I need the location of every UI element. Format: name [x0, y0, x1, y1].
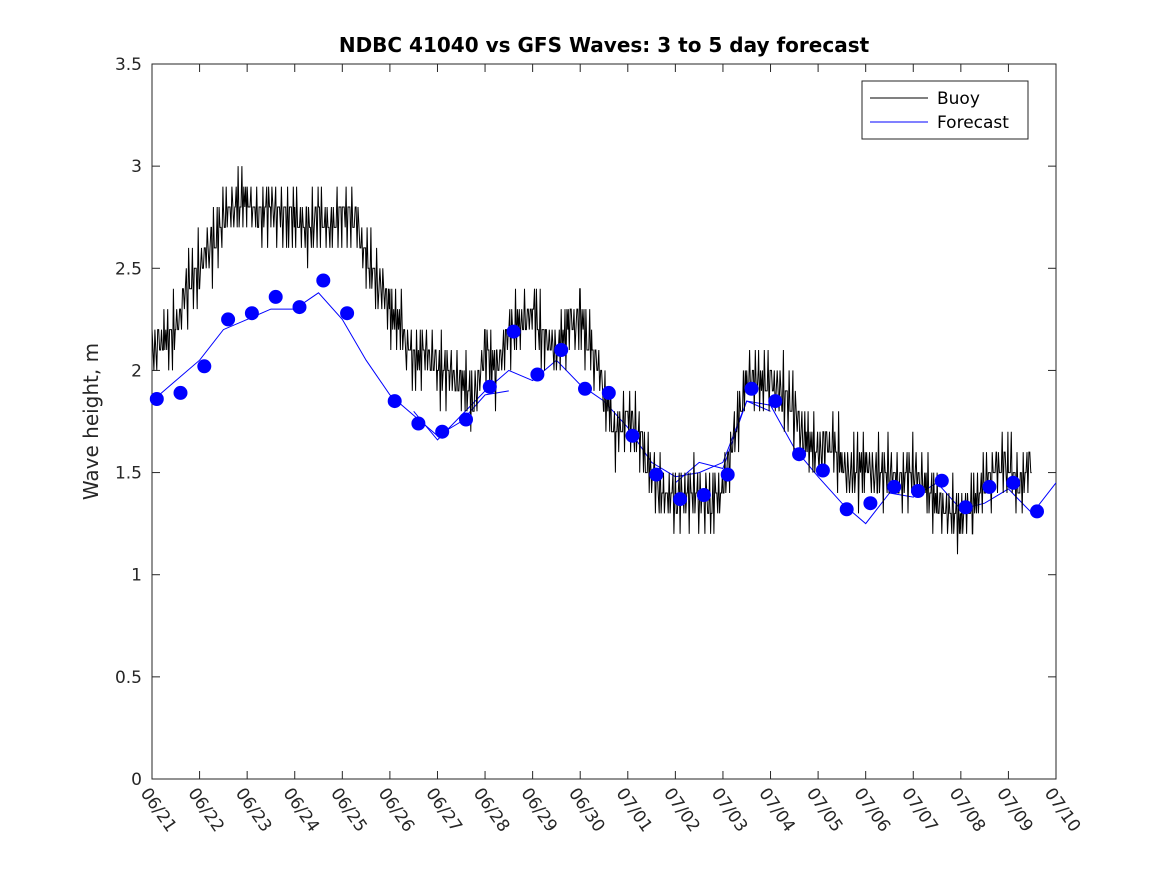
- forecast-point: [792, 447, 807, 462]
- legend-label-buoy: Buoy: [937, 89, 980, 109]
- forecast-point: [839, 502, 854, 517]
- buoy-series-line: [152, 166, 1032, 555]
- plot-frame: [151, 63, 1057, 780]
- y-tick-label: 0.5: [115, 668, 142, 688]
- forecast-point: [197, 359, 212, 374]
- forecast-point: [934, 473, 949, 488]
- forecast-point: [601, 385, 616, 400]
- legend-box: [861, 80, 1029, 140]
- chart-title: NDBC 41040 vs GFS Waves: 3 to 5 day fore…: [339, 33, 870, 57]
- forecast-point: [1006, 475, 1021, 490]
- marker-layer: [149, 273, 1044, 519]
- forecast-point: [815, 463, 830, 478]
- forecast-point: [578, 381, 592, 396]
- forecast-trace-line: [413, 359, 771, 478]
- forecast-point: [435, 424, 450, 439]
- forecast-point: [768, 394, 783, 409]
- legend-label-forecast: Forecast: [937, 113, 1009, 133]
- y-tick-label: 1.5: [115, 464, 142, 484]
- forecast-point: [863, 496, 878, 511]
- y-tick-label: 3.5: [115, 55, 142, 75]
- forecast-point: [649, 467, 664, 482]
- forecast-point: [530, 367, 545, 382]
- forecast-trace-line: [152, 292, 509, 437]
- forecast-point: [958, 500, 973, 515]
- y-tick-label: 0: [131, 770, 142, 790]
- y-tick-label: 1: [131, 566, 142, 586]
- forecast-point: [673, 492, 688, 507]
- forecast-point: [459, 412, 473, 427]
- forecast-point: [554, 343, 569, 357]
- forecast-point: [911, 484, 925, 498]
- forecast-point: [268, 289, 283, 304]
- y-tick-label: 2.5: [115, 259, 142, 279]
- series-layer: [152, 166, 1056, 555]
- forecast-point: [149, 392, 164, 406]
- y-tick-label: 3: [131, 157, 142, 177]
- forecast-point: [720, 467, 735, 482]
- y-tick-label: 2: [131, 361, 142, 381]
- forecast-point: [482, 379, 497, 394]
- forecast-point: [387, 394, 402, 409]
- y-axis: 0 0.5 1 1.5 2 2.5 3 3.5: [115, 55, 1056, 790]
- forecast-point: [340, 306, 355, 321]
- forecast-point: [744, 381, 759, 396]
- forecast-point: [173, 385, 188, 400]
- forecast-point: [506, 324, 521, 339]
- forecast-point: [1030, 504, 1044, 519]
- forecast-point: [221, 312, 236, 327]
- forecast-point: [887, 479, 902, 494]
- forecast-point: [982, 479, 997, 494]
- y-axis-title: Wave height, m: [79, 343, 103, 500]
- legend: Buoy Forecast: [861, 80, 1029, 140]
- forecast-point: [292, 300, 307, 315]
- forecast-point: [316, 273, 331, 288]
- forecast-point: [696, 488, 711, 502]
- forecast-point: [411, 416, 426, 431]
- forecast-point: [244, 306, 259, 321]
- forecast-point: [625, 428, 640, 443]
